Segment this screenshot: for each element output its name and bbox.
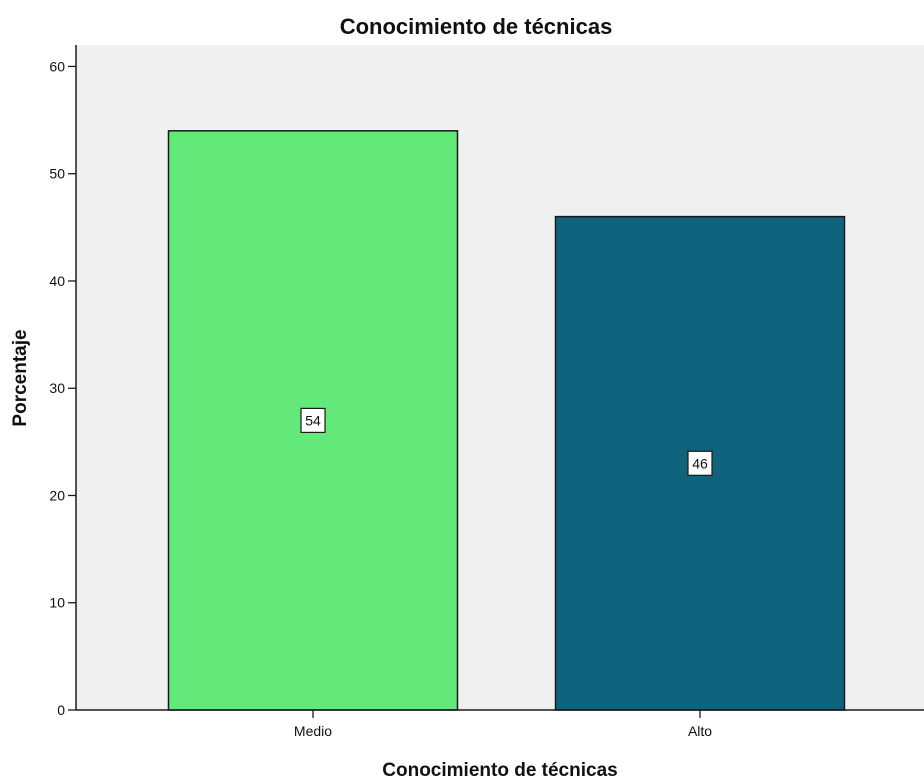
data-label-text: 46 (692, 455, 708, 471)
data-label-medio: 54 (300, 407, 326, 434)
y-tick-label: 60 (49, 58, 65, 74)
y-tick-label: 0 (57, 702, 65, 718)
chart-title: Conocimiento de técnicas (340, 14, 613, 39)
data-label-box (300, 407, 326, 434)
y-tick-label: 40 (49, 273, 65, 289)
x-tick-label: Medio (294, 723, 332, 739)
y-tick-label: 20 (49, 487, 65, 503)
axes-layer: 0 10 20 30 40 50 60 Medio Alto (49, 45, 924, 739)
data-label-box (687, 450, 713, 476)
y-tick-label: 10 (49, 595, 65, 611)
y-tick-label: 30 (49, 380, 65, 396)
x-tick-label: Alto (688, 723, 712, 739)
y-tick-label: 50 (49, 166, 65, 182)
data-labels-layer: 54 46 (300, 407, 713, 476)
data-label-alto: 46 (687, 450, 713, 476)
y-axis-label: Porcentaje (10, 329, 31, 426)
x-axis-label: Conocimiento de técnicas (382, 760, 617, 780)
data-label-text: 54 (305, 412, 321, 428)
